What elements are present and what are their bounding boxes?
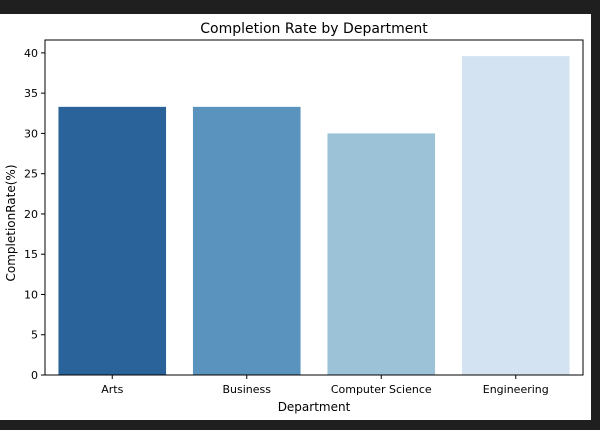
bar-chart: Completion Rate by Department 0 5 10 15 20 25… [4,21,584,414]
plot-area: 0 5 10 15 20 25 30 35 40 Arts Business Computer Sci… [24,39,584,396]
y-tick-label: 15 [24,248,38,261]
y-tick-label: 10 [24,288,38,301]
bar-arts [58,106,167,375]
bar-business [192,106,301,375]
x-tick-label: Computer Science [331,383,432,396]
x-axis-label: Department [278,400,351,414]
chart-canvas: Completion Rate by Department 0 5 10 15 20 25… [0,14,591,420]
y-tick-label: 40 [24,47,38,60]
x-tick-label: Business [222,383,271,396]
y-tick-label: 30 [24,127,38,140]
axes-frame [44,39,584,376]
y-tick-label: 0 [31,369,38,382]
bar-computer-science [327,133,436,375]
y-tick-label: 35 [24,87,38,100]
bar-engineering [461,56,570,376]
x-tick-label: Arts [101,383,123,396]
y-tick-label: 25 [24,168,38,181]
y-tick-label: 20 [24,208,38,221]
x-tick-label: Engineering [483,383,549,396]
y-axis-label: CompletionRate(%) [4,164,18,281]
y-tick-label: 5 [31,329,38,342]
chart-title: Completion Rate by Department [200,21,428,37]
